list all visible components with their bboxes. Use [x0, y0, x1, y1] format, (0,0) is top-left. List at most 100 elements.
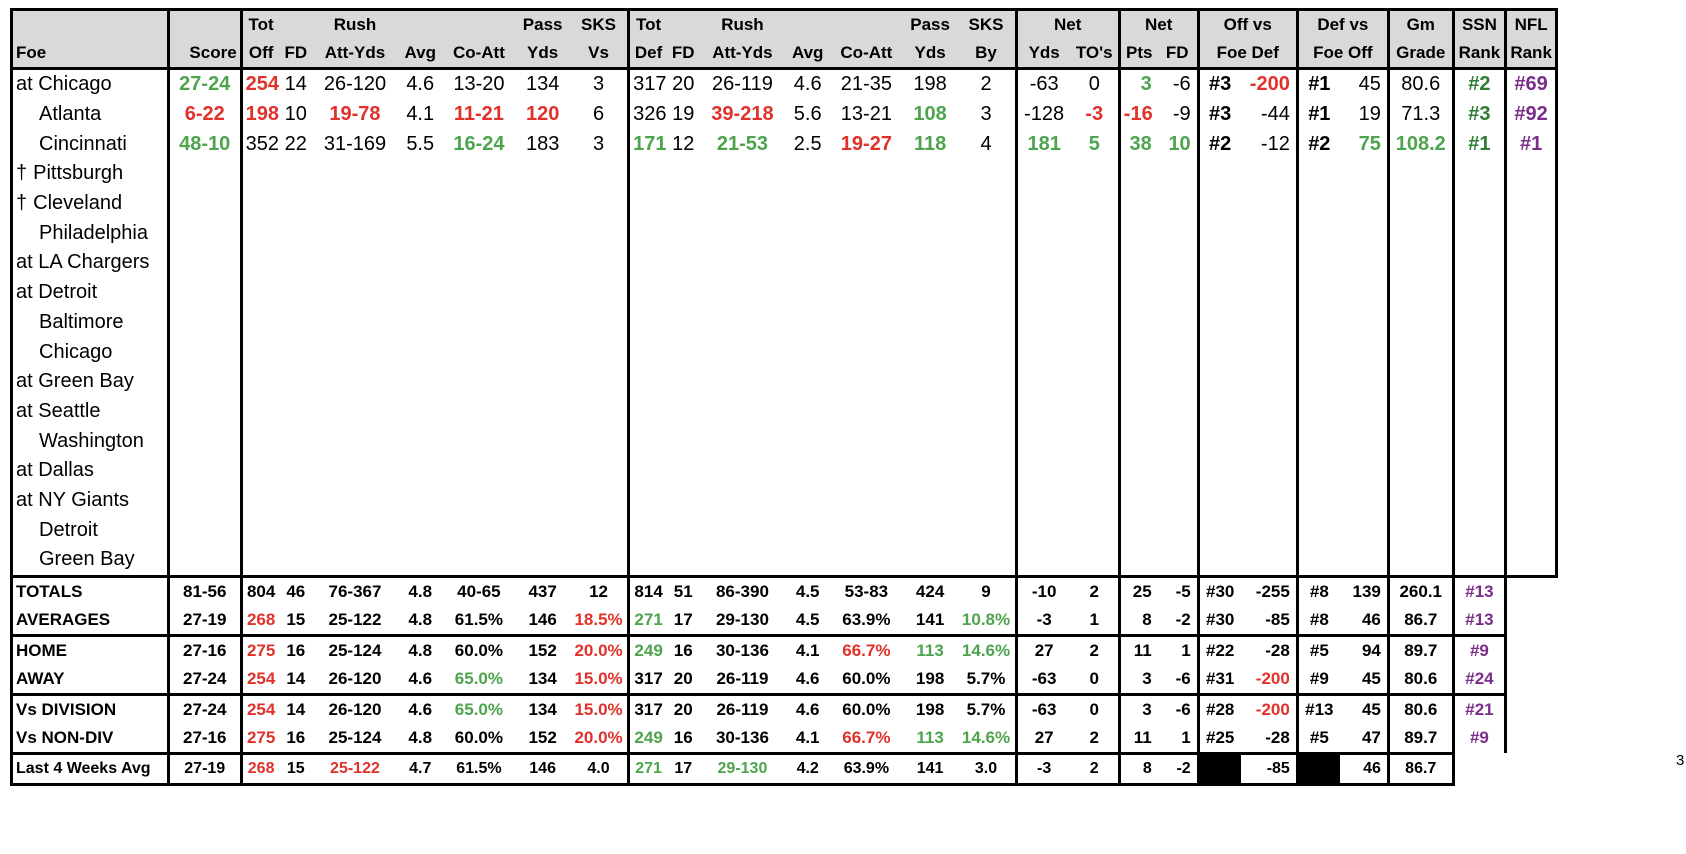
- cell-off-fd: 15: [279, 751, 312, 786]
- cell-off-sks: [570, 248, 629, 278]
- cell-nfl-rank: [1504, 277, 1558, 308]
- cell-defvs-val: [1340, 456, 1389, 486]
- cell-offvs-val: -85: [1240, 751, 1298, 786]
- cell-def-rush: [699, 515, 785, 545]
- cell-off-avg: 4.6: [408, 668, 433, 688]
- cell-off-sks: [570, 308, 629, 338]
- cell-off-pass: 120: [525, 103, 560, 126]
- cell-def-rush: [699, 278, 785, 308]
- cell-off-fd: [280, 248, 312, 278]
- cell-net-fd: 1: [1157, 633, 1199, 665]
- cell-def-pass: [903, 426, 958, 456]
- cell-net-to: 2: [1089, 727, 1099, 747]
- foe-name: at Detroit: [16, 281, 98, 304]
- cell-off-rush: [312, 426, 398, 456]
- cell-defvs-rank: [1295, 455, 1340, 486]
- cell-off-coatt: [442, 397, 515, 427]
- cell-off-sks: 20.0%: [574, 727, 623, 747]
- cell-def-sks: 14.6%: [957, 633, 1017, 665]
- col-off-sks-top: SKS: [569, 8, 629, 39]
- dagger-mark: †: [16, 162, 28, 185]
- cell-def-tot: [627, 366, 668, 397]
- cell-net-pts: [1117, 218, 1158, 249]
- cell-net-pts: [1117, 159, 1158, 189]
- cell-net-to: [1071, 397, 1120, 427]
- cell-def-sks: [957, 456, 1016, 486]
- cell-net-to: 2: [1070, 751, 1120, 786]
- cell-def-pass: [903, 189, 958, 219]
- cell-net-to: [1071, 426, 1120, 456]
- cell-net-fd: [1158, 337, 1198, 367]
- cell-gm-grade: [1386, 366, 1454, 397]
- col-score-top: [166, 8, 242, 39]
- cell-offvs-val: [1241, 278, 1298, 308]
- cell-defvs-val: [1340, 218, 1389, 248]
- cell-off-coatt: [442, 278, 515, 308]
- cell-off-pass: 134: [515, 692, 570, 724]
- cell-off-rush: 31-169: [323, 132, 387, 155]
- cell-net-fd: [1158, 218, 1198, 248]
- cell-offvs-val: -28: [1240, 633, 1298, 665]
- game-row: Green Bay: [10, 545, 1558, 578]
- cell-net-yds: [1014, 337, 1071, 367]
- cell-off-fd: 14: [286, 668, 306, 688]
- cell-defvs-val: 45: [1339, 692, 1389, 724]
- cell-off-pass: [515, 456, 570, 486]
- cell-off-rush: [312, 397, 398, 427]
- cell-defvs-val: 139: [1352, 581, 1381, 601]
- game-row: Chicago: [10, 337, 1558, 367]
- summary-row: Vs NON-DIV 27-16 275 16 25-124 4.8 60.0% 152 20.…: [10, 723, 1557, 754]
- cell-def-tot: [627, 545, 668, 578]
- cell-defvs-val: 94: [1339, 633, 1389, 665]
- cell-off-rush: 19-78: [329, 103, 381, 126]
- foe-name: Atlanta: [39, 103, 102, 126]
- cell-off-coatt: 65.0%: [454, 668, 503, 688]
- cell-offvs-val: -200: [1255, 668, 1290, 688]
- cell-def-pass: [903, 248, 958, 278]
- cell-off-rush: [312, 337, 398, 367]
- col-ssn-rank: Rank: [1451, 39, 1506, 70]
- cell-off-fd: 14: [279, 692, 312, 724]
- cell-off-tot: 254: [239, 664, 280, 695]
- cell-net-yds: [1014, 366, 1071, 397]
- cell-offvs-val: [1241, 159, 1298, 189]
- games-section: at Chicago 27-24 254 14 26-120 4.6 13-20 134 3 31…: [10, 68, 1558, 578]
- cell-off-rush: [312, 248, 398, 278]
- cell-net-pts: [1117, 426, 1158, 456]
- cell-off-avg: [398, 218, 443, 248]
- cell-off-rush: [312, 218, 398, 248]
- cell-off-rush: [312, 486, 398, 516]
- cell-def-rush: 86-390: [715, 581, 769, 601]
- foe-name: Cleveland: [33, 192, 123, 215]
- col-off-avg: Avg: [397, 39, 443, 70]
- cell-defvs-rank: #8: [1295, 576, 1340, 606]
- cell-def-fd: [667, 397, 699, 427]
- cell-defvs-rank: [1295, 396, 1340, 427]
- cell-def-fd: [667, 159, 699, 189]
- cell-nfl-rank: [1504, 485, 1558, 516]
- foe-cell: Green Bay: [10, 545, 169, 578]
- col-off-fd: FD: [279, 39, 312, 70]
- cell-defvs-val: [1340, 159, 1389, 189]
- cell-ssn-rank: [1451, 248, 1506, 278]
- foe-cell: at Seattle: [10, 396, 169, 427]
- cell-offvs-rank: [1196, 218, 1241, 249]
- cell-net-pts: [1117, 515, 1158, 545]
- cell-off-coatt: [442, 426, 515, 456]
- cell-score: 27-24: [166, 68, 242, 100]
- cell-off-pass: [515, 218, 570, 248]
- cell-defvs-rank: [1295, 545, 1340, 578]
- cell-net-pts: [1117, 188, 1158, 219]
- cell-def-avg: 4.1: [785, 633, 830, 665]
- cell-net-to: [1071, 159, 1120, 189]
- cell-def-fd: 16: [673, 727, 693, 747]
- game-row: at LA Chargers: [10, 248, 1558, 278]
- cell-off-sks: [570, 456, 629, 486]
- cell-net-fd: [1158, 486, 1198, 516]
- cell-def-sks: 3: [980, 103, 992, 126]
- cell-offvs-val: [1241, 397, 1298, 427]
- blacked-out-cell: [1295, 751, 1340, 786]
- cell-def-sks: 4: [980, 132, 992, 155]
- cell-gm-grade: [1386, 248, 1454, 278]
- cell-off-sks: [570, 218, 629, 248]
